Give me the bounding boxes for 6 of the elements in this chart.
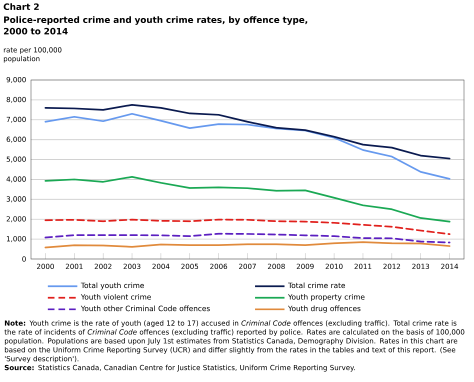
line-series [44,176,450,222]
line-series [44,218,450,236]
line-series [44,104,450,160]
chart-title: Police-reported crime and youth crime rates, by offence type, 2000 to 2014 [4,16,308,34]
line-series [44,112,450,180]
caption: Chart 2 [4,3,39,10]
